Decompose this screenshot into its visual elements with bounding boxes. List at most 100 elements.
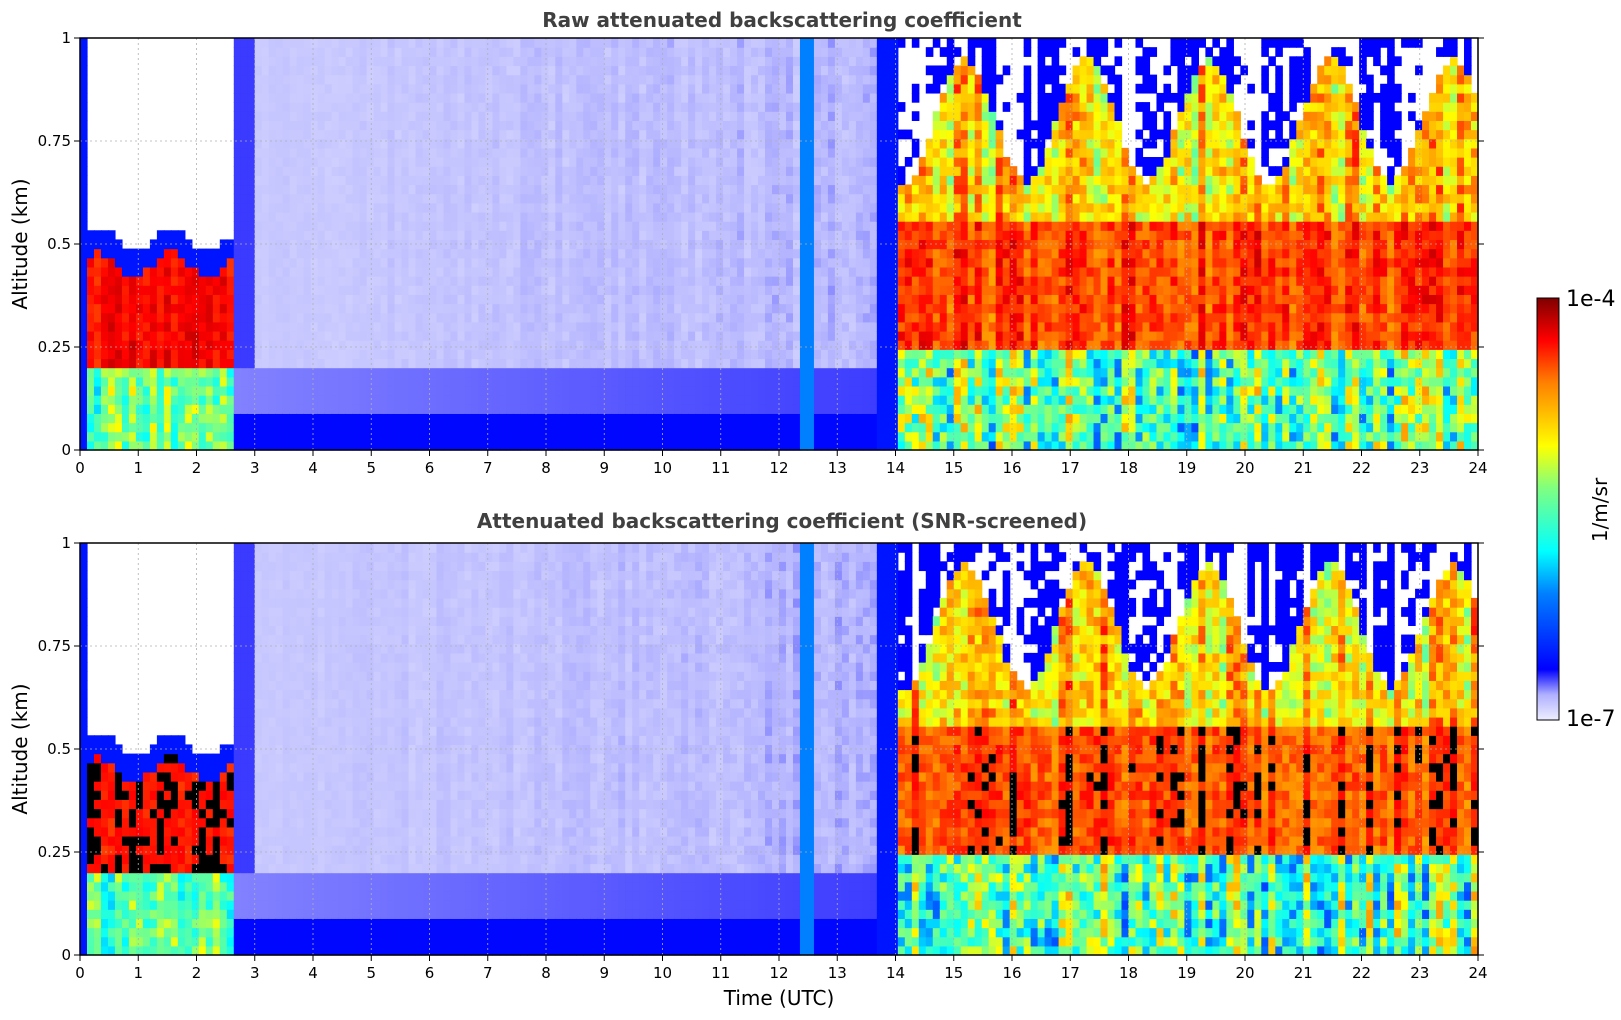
heatmap-cell <box>765 157 773 167</box>
heatmap-cell <box>618 56 626 67</box>
heatmap-cell <box>254 166 263 176</box>
heatmap-cell <box>688 38 696 48</box>
heatmap-cell <box>443 230 452 241</box>
heatmap-cell <box>562 376 570 387</box>
heatmap-cell <box>848 147 857 158</box>
heatmap-cell <box>709 175 717 186</box>
heatmap-cell <box>415 367 424 378</box>
heatmap-cell <box>792 312 801 323</box>
heatmap-cell <box>625 358 633 369</box>
heatmap-cell <box>737 175 745 186</box>
heatmap-cell <box>163 294 172 305</box>
heatmap-cell <box>485 276 494 286</box>
heatmap-cell <box>436 395 445 405</box>
heatmap-cell <box>80 129 88 140</box>
heatmap-cell <box>520 111 528 121</box>
heatmap-cell <box>737 349 745 360</box>
heatmap-cell <box>841 440 850 451</box>
heatmap-cell <box>751 56 759 67</box>
heatmap-cell <box>688 248 696 259</box>
heatmap-cell <box>373 157 382 167</box>
heatmap-cell <box>478 257 487 268</box>
heatmap-cell <box>359 349 368 360</box>
heatmap-cell <box>702 330 710 341</box>
heatmap-cell <box>80 157 88 167</box>
heatmap-cell <box>338 248 347 259</box>
heatmap-cell <box>331 431 340 442</box>
heatmap-cell <box>660 367 668 378</box>
heatmap-cell <box>688 285 696 295</box>
heatmap-cell <box>457 166 466 176</box>
heatmap-cell <box>478 111 487 121</box>
heatmap-cell <box>660 276 668 286</box>
heatmap-cell <box>660 138 668 149</box>
heatmap-cell <box>890 321 899 332</box>
heatmap-cell <box>114 431 123 442</box>
heatmap-cell <box>492 111 500 121</box>
heatmap-cell <box>268 65 277 76</box>
heatmap-cell <box>422 175 431 186</box>
heatmap-cell <box>785 65 794 76</box>
heatmap-cell <box>925 239 934 250</box>
heatmap-cell <box>191 285 200 295</box>
heatmap-cell <box>170 431 179 442</box>
heatmap-cell <box>820 321 829 332</box>
heatmap-cell <box>513 157 521 167</box>
heatmap-cell <box>499 321 507 332</box>
heatmap-cell <box>289 38 298 48</box>
heatmap-cell <box>758 257 766 268</box>
heatmap-cell <box>709 74 717 85</box>
heatmap-cell <box>709 431 717 442</box>
heatmap-cell <box>310 285 319 295</box>
heatmap-cell <box>869 129 878 140</box>
heatmap-cell <box>569 47 577 57</box>
heatmap-cell <box>114 321 123 332</box>
heatmap-cell <box>834 211 843 222</box>
heatmap-cell <box>611 193 619 204</box>
heatmap-cell <box>436 202 445 213</box>
heatmap-cell <box>310 413 319 424</box>
heatmap-cell <box>723 340 731 350</box>
heatmap-cell <box>806 47 815 57</box>
heatmap-cell <box>310 147 319 158</box>
heatmap-cell <box>590 202 598 213</box>
heatmap-cell <box>681 276 689 286</box>
heatmap-cell <box>436 138 445 149</box>
heatmap-cell <box>394 422 403 433</box>
heatmap-cell <box>233 385 242 396</box>
heatmap-cell <box>632 129 640 140</box>
heatmap-cell <box>289 330 298 341</box>
heatmap-cell <box>897 175 906 186</box>
heatmap-cell <box>499 38 507 48</box>
heatmap-cell <box>723 193 731 204</box>
heatmap-cell <box>541 321 549 332</box>
heatmap-cell <box>436 92 445 103</box>
heatmap-cell <box>520 221 528 231</box>
heatmap-cell <box>366 65 375 76</box>
heatmap-cell <box>80 74 88 85</box>
heatmap-cell <box>765 92 773 103</box>
heatmap-cell <box>904 349 913 360</box>
heatmap-cell <box>366 257 375 268</box>
heatmap-cell <box>422 431 431 442</box>
heatmap-cell <box>310 56 319 67</box>
heatmap-cell <box>373 266 382 277</box>
heatmap-cell <box>282 385 291 396</box>
heatmap-cell <box>345 276 354 286</box>
heatmap-cell <box>876 404 885 414</box>
heatmap-cell <box>688 193 696 204</box>
heatmap-cell <box>792 74 801 85</box>
heatmap-cell <box>632 184 640 195</box>
heatmap-cell <box>618 404 626 414</box>
heatmap-cell <box>813 202 822 213</box>
heatmap-cell <box>359 257 368 268</box>
heatmap-cell <box>583 395 591 405</box>
heatmap-cell <box>114 303 123 314</box>
heatmap-cell <box>394 111 403 121</box>
heatmap-cell <box>408 385 417 396</box>
heatmap-cell <box>758 422 766 433</box>
heatmap-cell <box>583 340 591 350</box>
heatmap-cell <box>751 157 759 167</box>
heatmap-cell <box>219 349 228 360</box>
heatmap-cell <box>737 38 745 48</box>
